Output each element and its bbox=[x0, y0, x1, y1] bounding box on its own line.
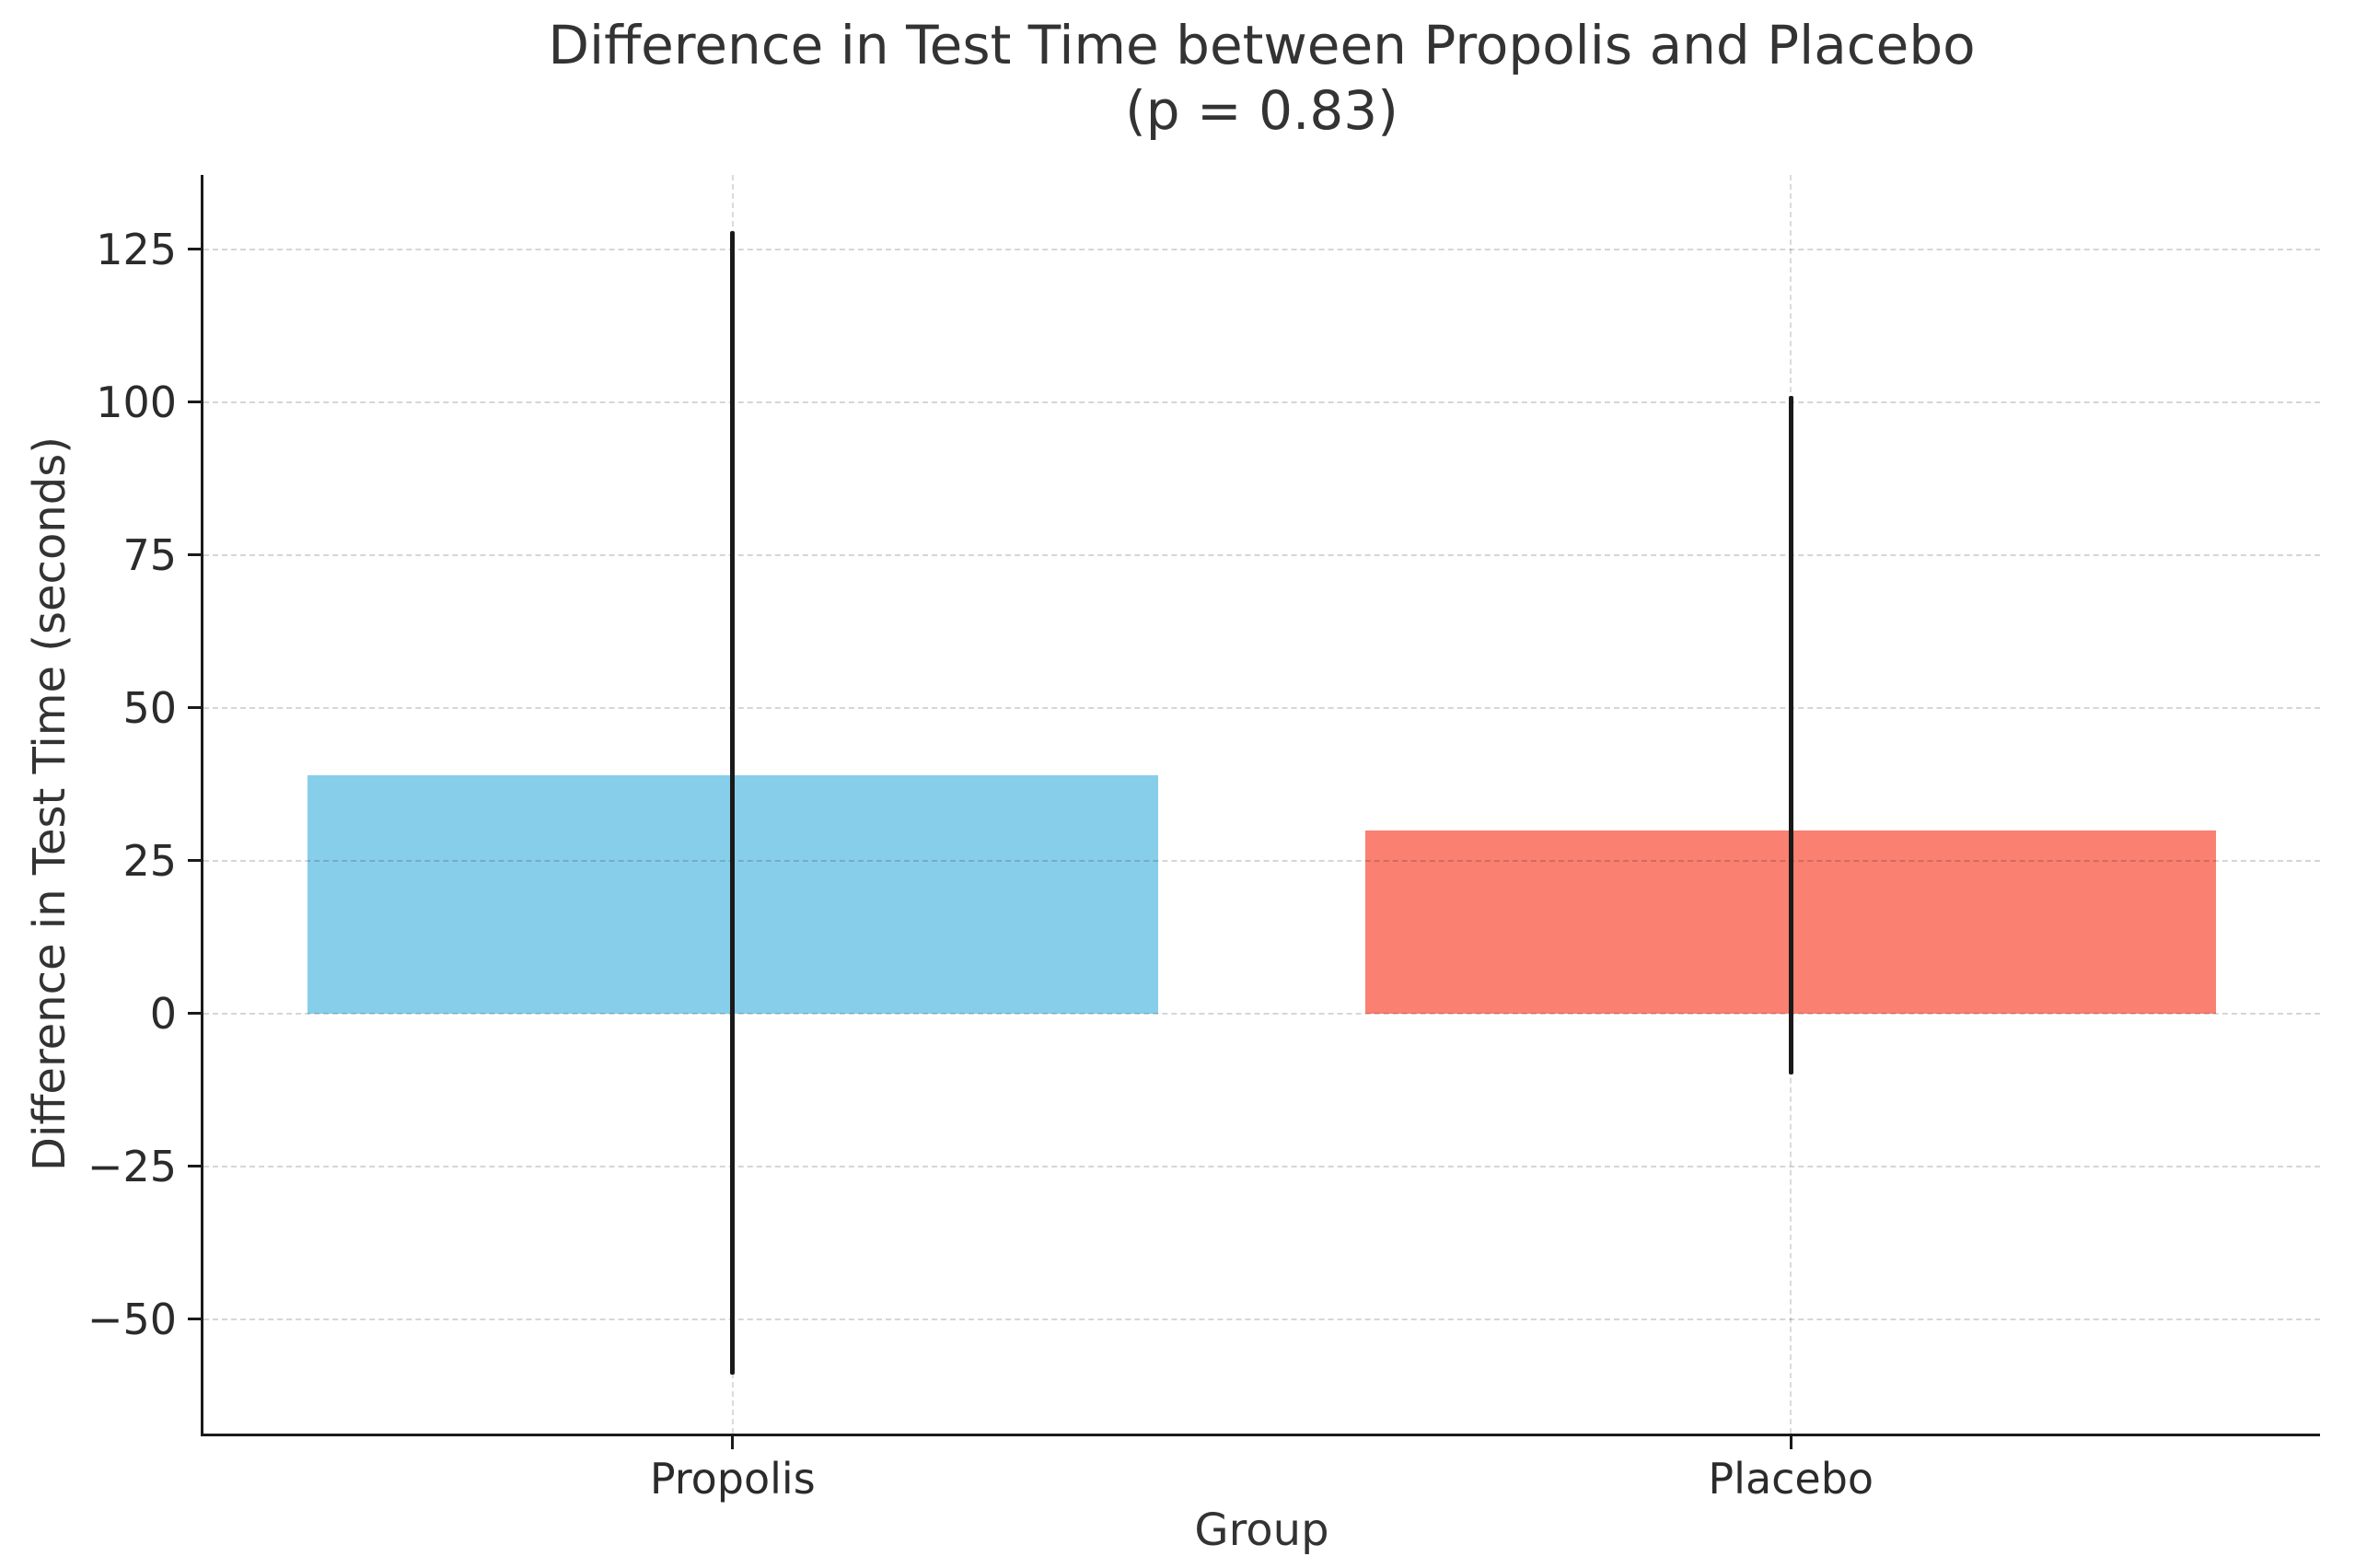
gridline-h-25 bbox=[203, 859, 2320, 862]
gridline-h-0 bbox=[203, 1012, 2320, 1015]
y-tick-label--50: −50 bbox=[87, 1294, 177, 1344]
y-tick-label-25: 25 bbox=[122, 835, 177, 886]
x-tick-label-placebo: Placebo bbox=[1708, 1454, 1874, 1504]
y-tick-125 bbox=[188, 248, 201, 251]
error-bar-placebo bbox=[1788, 396, 1793, 1075]
y-tick-100 bbox=[188, 401, 201, 404]
y-tick-label-75: 75 bbox=[122, 529, 177, 580]
y-tick--25 bbox=[188, 1165, 201, 1168]
chart-subtitle: (p = 0.83) bbox=[1125, 78, 1398, 142]
chart-title-block: Difference in Test Time between Propolis… bbox=[203, 13, 2320, 144]
y-tick-label-125: 125 bbox=[96, 224, 177, 274]
x-tick-propolis bbox=[731, 1436, 735, 1449]
gridline-h-50 bbox=[203, 706, 2320, 709]
y-tick-25 bbox=[188, 859, 201, 863]
plot-area bbox=[203, 175, 2320, 1434]
gridline-h-100 bbox=[203, 401, 2320, 403]
gridline-h--50 bbox=[203, 1318, 2320, 1320]
error-bar-propolis bbox=[730, 231, 736, 1375]
y-tick-0 bbox=[188, 1012, 201, 1016]
chart-title: Difference in Test Time between Propolis… bbox=[548, 14, 1976, 76]
gridline-h--25 bbox=[203, 1165, 2320, 1167]
y-tick--50 bbox=[188, 1318, 201, 1321]
y-axis-spine bbox=[201, 175, 203, 1436]
y-tick-50 bbox=[188, 706, 201, 710]
x-axis-spine bbox=[201, 1434, 2320, 1436]
y-tick-75 bbox=[188, 553, 201, 557]
y-tick-label-100: 100 bbox=[96, 377, 177, 427]
gridline-h-75 bbox=[203, 553, 2320, 556]
y-tick-label-50: 50 bbox=[122, 682, 177, 733]
y-tick-label-0: 0 bbox=[149, 988, 177, 1039]
y-tick-label--25: −25 bbox=[87, 1141, 177, 1191]
x-axis-label: Group bbox=[1194, 1504, 1329, 1556]
gridline-h-125 bbox=[203, 248, 2320, 250]
x-tick-label-propolis: Propolis bbox=[649, 1454, 816, 1504]
x-tick-placebo bbox=[1789, 1436, 1792, 1449]
